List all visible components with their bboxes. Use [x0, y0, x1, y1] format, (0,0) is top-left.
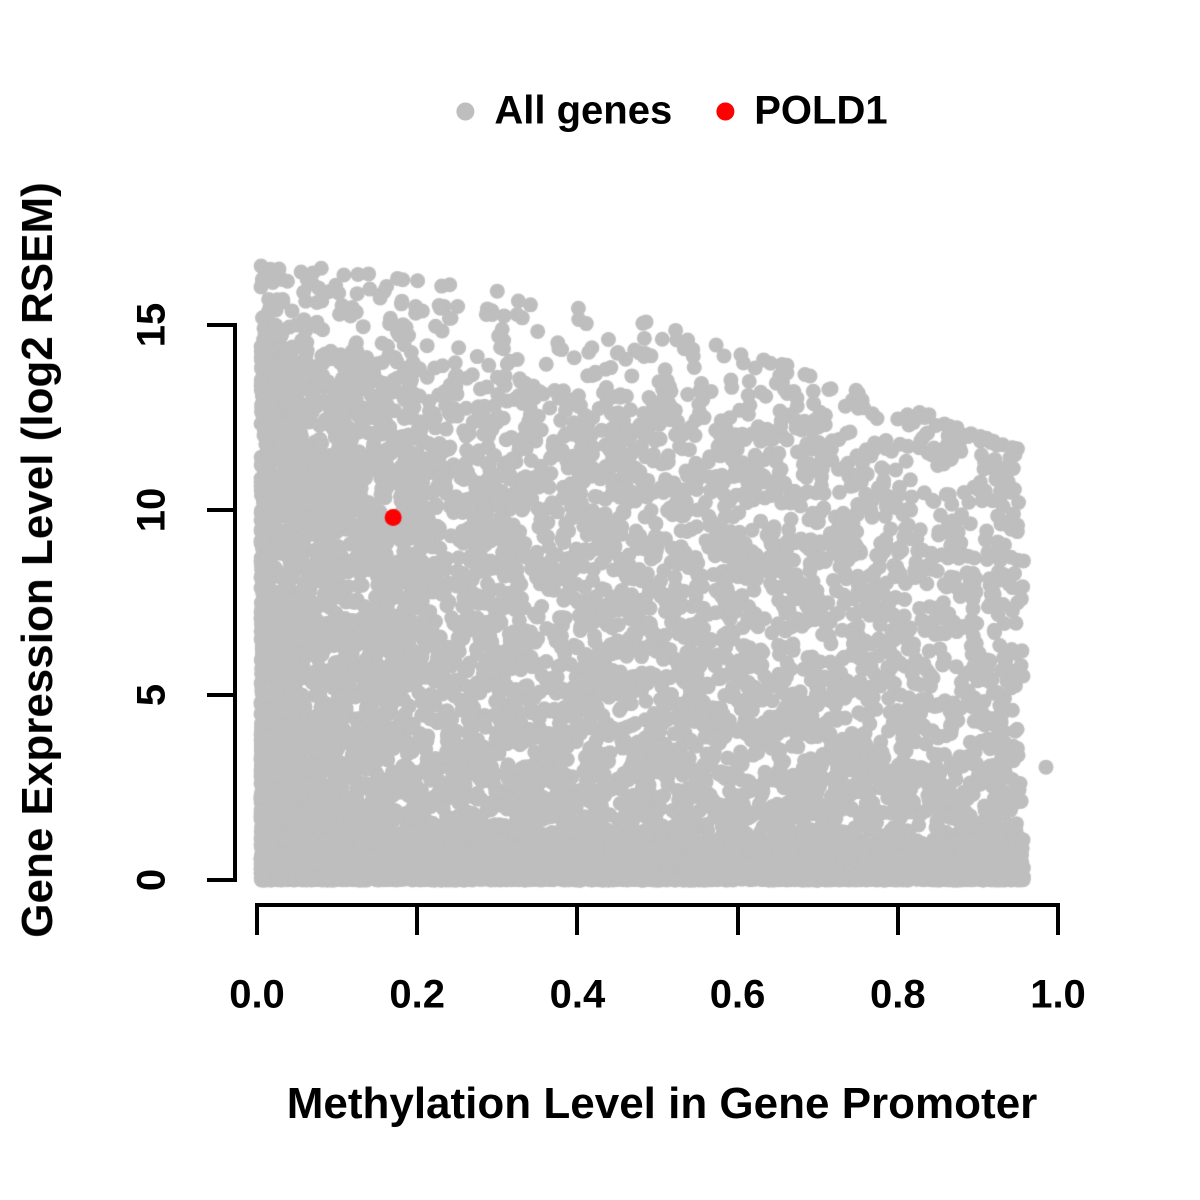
y-axis-line	[233, 323, 237, 882]
x-axis-line	[255, 903, 1060, 907]
x-tick	[415, 905, 420, 935]
y-tick	[207, 878, 235, 882]
x-tick	[895, 905, 900, 935]
x-tick-label: 0.8	[869, 972, 926, 1017]
y-tick	[207, 508, 235, 512]
all-genes-marker-icon	[456, 102, 475, 120]
x-tick-label: 0.6	[709, 972, 766, 1017]
pold1-marker-icon	[716, 102, 735, 120]
x-tick-label: 0.0	[229, 972, 285, 1017]
y-tick-label: 15	[129, 302, 174, 348]
legend-label-pold1: POLD1	[754, 88, 888, 133]
x-tick-label: 0.2	[389, 972, 445, 1017]
y-tick-label: 0	[129, 868, 174, 892]
x-tick-label: 0.4	[549, 972, 606, 1017]
x-tick	[575, 905, 580, 935]
x-tick-label: 1.0	[1030, 972, 1086, 1017]
legend-item-pold1: POLD1	[716, 88, 888, 134]
x-tick	[735, 905, 740, 935]
y-tick	[207, 323, 235, 327]
x-axis-title: Methylation Level in Gene Promoter	[286, 1079, 1038, 1128]
legend-label-all-genes: All genes	[494, 88, 673, 133]
x-tick	[255, 905, 259, 935]
y-tick-label: 5	[129, 683, 174, 707]
legend: All genes POLD1	[456, 88, 888, 134]
y-tick-label: 10	[129, 487, 174, 533]
x-tick	[1056, 905, 1060, 935]
legend-item-all-genes: All genes	[456, 89, 672, 134]
y-tick	[207, 693, 235, 697]
